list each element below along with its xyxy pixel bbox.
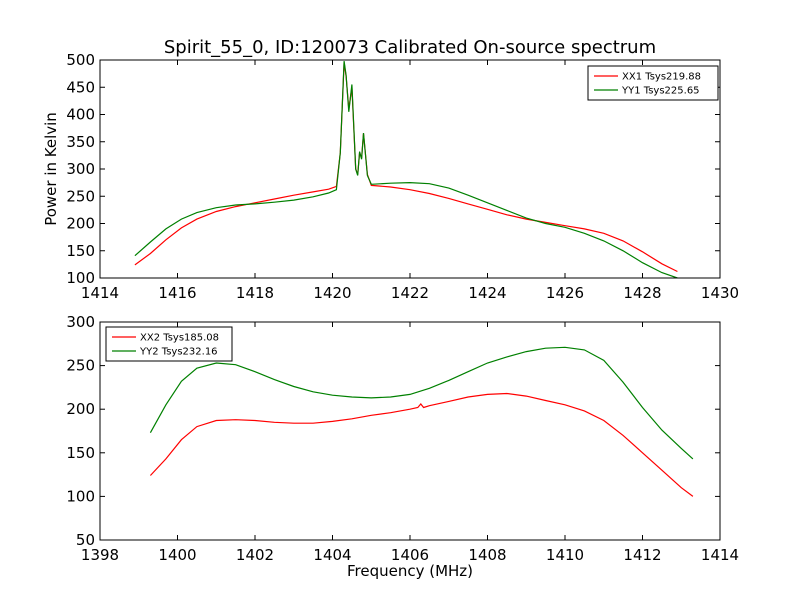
x-tick-label: 1408: [468, 546, 506, 564]
legend-entry-label: YY1 Tsys225.65: [621, 86, 700, 97]
x-tick-label: 1414: [81, 284, 119, 302]
y-tick-label: 350: [66, 133, 95, 151]
legend-entry-label: XX1 Tsys219.88: [622, 72, 701, 83]
legend: XX2 Tsys185.08 YY2 Tsys232.16: [105, 326, 233, 362]
x-tick-label: 1416: [158, 284, 196, 302]
x-tick-label: 1402: [236, 546, 274, 564]
y-tick-label: 300: [66, 313, 95, 331]
y-tick-label: 450: [66, 78, 95, 96]
y-tick-label: 150: [66, 444, 95, 462]
series-line-xx2: [149, 392, 694, 497]
bottom-panel: 1398 1400 1402 1404 1406 1408 1410 1412 1414 50 10…: [66, 313, 739, 580]
legend-box: [587, 65, 719, 101]
legend-entry-label: XX2 Tsys185.08: [140, 333, 219, 344]
x-tick-label: 1424: [468, 284, 506, 302]
x-tick-label: 1400: [158, 546, 196, 564]
top-panel: 1414 1416 1418 1420 1422 1424 1426 1428 1430 100 1…: [42, 51, 739, 302]
x-tick-label: 1422: [391, 284, 429, 302]
legend-box: [105, 326, 233, 362]
x-axis-label: Frequency (MHz): [347, 562, 473, 580]
x-tick-label: 1428: [623, 284, 661, 302]
x-tick-label: 1406: [391, 546, 429, 564]
x-tick-label: 1430: [701, 284, 739, 302]
series-line-yy2: [149, 346, 694, 460]
x-tick-label: 1418: [236, 284, 274, 302]
y-tick-label: 400: [66, 106, 95, 124]
y-tick-label: 200: [66, 215, 95, 233]
y-axis-label: Power in Kelvin: [42, 112, 60, 226]
chart-title: Spirit_55_0, ID:120073 Calibrated On-sou…: [164, 37, 656, 58]
legend-entry-label: YY2 Tsys232.16: [139, 347, 218, 358]
y-tick-label: 300: [66, 160, 95, 178]
y-tick-label: 100: [66, 487, 95, 505]
x-tick-label: 1414: [701, 546, 739, 564]
y-tick-label: 50: [76, 531, 95, 549]
x-tick-label: 1426: [546, 284, 584, 302]
x-tick-label: 1420: [313, 284, 351, 302]
series-line-yy1: [134, 61, 678, 278]
x-tick-label: 1410: [546, 546, 584, 564]
y-tick-label: 200: [66, 400, 95, 418]
y-tick-label: 250: [66, 187, 95, 205]
y-tick-label: 150: [66, 242, 95, 260]
y-tick-label: 250: [66, 357, 95, 375]
x-tick-label: 1398: [81, 546, 119, 564]
legend: XX1 Tsys219.88 YY1 Tsys225.65: [587, 65, 719, 101]
x-tick-label: 1404: [313, 546, 351, 564]
y-tick-label: 100: [66, 269, 95, 287]
y-tick-label: 500: [66, 51, 95, 69]
x-tick-label: 1412: [623, 546, 661, 564]
